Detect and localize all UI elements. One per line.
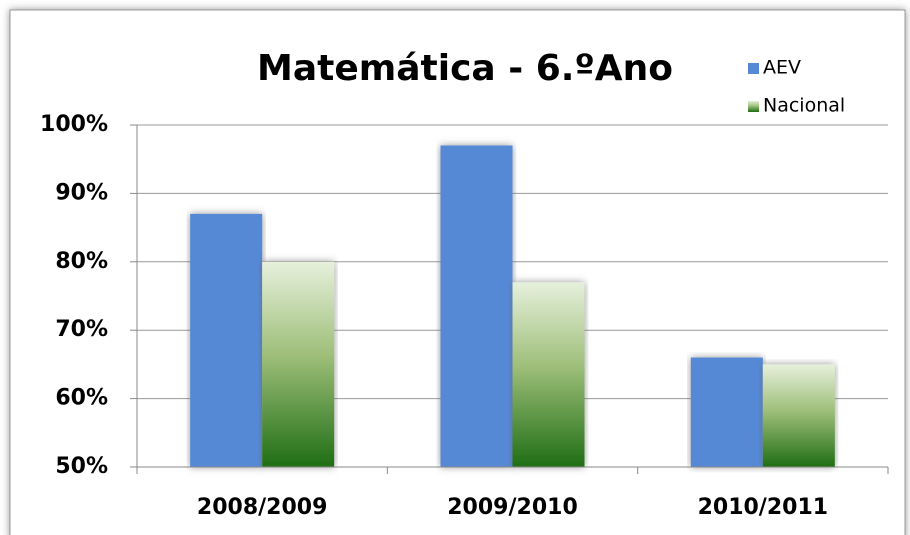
bar xyxy=(512,282,585,467)
bar xyxy=(440,145,513,467)
y-tick-label: 50% xyxy=(55,454,108,479)
bar xyxy=(262,261,335,467)
legend-label: Nacional xyxy=(763,95,845,117)
y-tick-label: 60% xyxy=(55,386,108,411)
legend-swatch xyxy=(748,101,759,112)
y-tick-label: 90% xyxy=(55,180,108,205)
y-tick-label: 70% xyxy=(55,317,108,342)
bar xyxy=(762,364,835,467)
legend-swatch xyxy=(748,63,759,74)
x-tick-label: 2010/2011 xyxy=(698,495,829,520)
y-tick-label: 80% xyxy=(55,249,108,274)
x-tick-label: 2008/2009 xyxy=(197,495,328,520)
x-tick-label: 2009/2010 xyxy=(447,495,578,520)
legend-label: AEV xyxy=(763,57,801,79)
bar xyxy=(690,357,763,467)
chart-title: Matemática - 6.ºAno xyxy=(257,48,673,89)
bar xyxy=(190,213,263,467)
y-tick-label: 100% xyxy=(40,112,108,137)
